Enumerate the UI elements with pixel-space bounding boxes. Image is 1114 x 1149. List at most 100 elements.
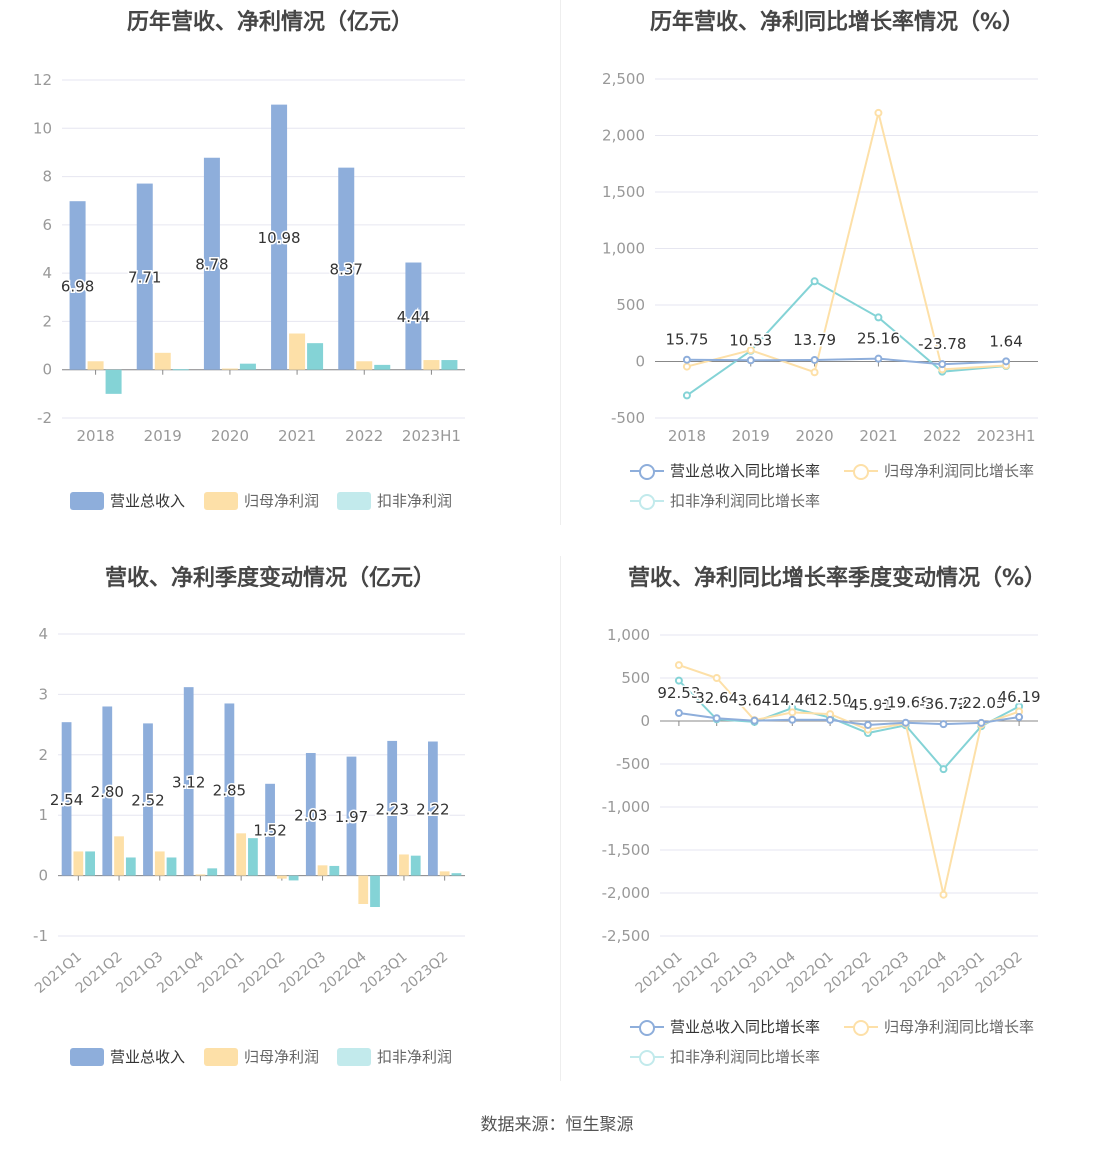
bar-revenue (102, 706, 113, 876)
legend-item-revenue-growth[interactable]: 营业总收入同比增长率 (630, 1016, 820, 1037)
y-tick-label: 0 (640, 712, 650, 730)
data-point (674, 676, 683, 685)
x-tick-label: 2021 (859, 427, 897, 445)
bar-deducted-profit (207, 868, 218, 876)
data-label: -36.72 (919, 695, 967, 713)
data-label: 92.53 (657, 684, 700, 702)
bar-net-profit (317, 865, 328, 876)
bar-revenue (203, 157, 220, 370)
bar-deducted-profit (125, 857, 136, 876)
legend-label: 营业总收入 (110, 492, 186, 510)
legend-label: 营业总收入 (110, 1048, 186, 1066)
panel-quarterly-revenue-profit: 营收、净利季度变动情况（亿元） -1 0 1 2 3 4 2021Q1 2021Q2 2021Q… (0, 556, 540, 1086)
legend-item-deducted-profit-growth[interactable]: 扣非净利润同比增长率 (630, 1046, 820, 1067)
bar-net-profit (423, 360, 440, 370)
x-tick-label: 2021 (278, 427, 316, 445)
y-tick-label: 3 (38, 685, 48, 703)
y-tick-label: 2 (42, 312, 52, 330)
y-tick-label: 1,500 (602, 183, 645, 201)
y-tick-label: 4 (38, 625, 48, 643)
panel-annual-revenue-profit: 历年营收、净利情况（亿元） -2 0 2 4 6 8 10 12 2018 2019 2020 202… (0, 0, 540, 530)
bar-deducted-profit (288, 875, 299, 881)
data-label: 1.52 (253, 822, 286, 840)
y-tick-label: -2 (37, 409, 52, 427)
legend-item-net-profit-growth[interactable]: 归母净利润同比增长率 (844, 1016, 1034, 1037)
y-tick-label: 4 (42, 264, 52, 282)
data-point (810, 355, 819, 364)
legend-swatch (844, 1018, 878, 1036)
divider (560, 0, 561, 525)
y-tick-label: 2,500 (602, 70, 645, 88)
data-label: 2.23 (375, 800, 408, 818)
legend-label: 归母净利润 (244, 1048, 320, 1066)
data-label: 10.53 (729, 331, 772, 349)
data-point (939, 765, 948, 774)
bar-revenue (346, 756, 357, 876)
bar-net-profit (154, 851, 165, 876)
bar-deducted-profit (410, 855, 421, 876)
data-point (826, 715, 835, 724)
data-point (874, 313, 883, 322)
bar-revenue (61, 722, 72, 876)
y-tick-label: -500 (616, 755, 650, 773)
legend-item-deducted-profit[interactable]: 扣非净利润 (337, 1046, 452, 1067)
chart-annual-growth-rate: -500 0 500 1,000 1,500 2,000 2,500 2018 2019 2020… (602, 70, 1038, 445)
data-label: 6.98 (61, 277, 94, 295)
bar-net-profit (87, 361, 104, 370)
legend-item-deducted-profit[interactable]: 扣非净利润 (337, 490, 452, 511)
chart-annual-revenue-profit: -2 0 2 4 6 8 10 12 2018 2019 2020 2021 2022 2023H1 6.9… (33, 71, 465, 445)
legend-item-revenue[interactable]: 营业总收入 (70, 1046, 185, 1067)
data-point (746, 346, 755, 355)
legend: 营业总收入 归母净利润 扣非净利润 (0, 1046, 540, 1070)
data-label: 3.64 (738, 692, 771, 710)
chart-title: 营收、净利同比增长率季度变动情况（%） (627, 566, 1047, 591)
data-point (746, 356, 755, 365)
y-tick-label: -2,000 (602, 884, 650, 902)
data-point (712, 674, 721, 682)
bar-net-profit (399, 854, 409, 876)
legend-item-revenue-growth[interactable]: 营业总收入同比增长率 (630, 460, 820, 481)
y-tick-label: 1,000 (602, 240, 645, 258)
legend-item-net-profit[interactable]: 归母净利润 (204, 1046, 319, 1067)
bar-revenue (224, 703, 235, 876)
data-label: 13.79 (793, 331, 836, 349)
bar-net-profit (358, 875, 369, 904)
legend-item-deducted-profit-growth[interactable]: 扣非净利润同比增长率 (630, 490, 820, 511)
legend-swatch (204, 1047, 238, 1066)
data-point (874, 354, 883, 363)
data-point (682, 355, 691, 364)
y-tick-label: 12 (33, 71, 52, 89)
bar-net-profit (114, 836, 124, 876)
bar-net-profit (276, 875, 287, 879)
legend-item-net-profit-growth[interactable]: 归母净利润同比增长率 (844, 460, 1034, 481)
legend-item-revenue[interactable]: 营业总收入 (70, 490, 185, 511)
chart-title: 历年营收、净利同比增长率情况（%） (649, 10, 1025, 35)
legend-label: 营业总收入同比增长率 (670, 462, 821, 480)
legend: 营业总收入同比增长率 归母净利润同比增长率 扣非净利润同比增长率 (560, 1016, 1114, 1076)
data-point (810, 277, 819, 286)
x-tick-label: 2023Q2 (398, 949, 451, 997)
bar-revenue (405, 262, 422, 370)
data-label: 46.19 (998, 688, 1041, 706)
panel-quarterly-growth-rate: 营收、净利同比增长率季度变动情况（%） -2,500 -2,000 -1,500 -1… (560, 556, 1114, 1086)
chart-title: 营收、净利季度变动情况（亿元） (104, 566, 435, 591)
y-tick-label: 0 (42, 361, 52, 379)
legend-swatch (630, 492, 664, 510)
x-tick-label: 2023H1 (402, 427, 461, 445)
y-tick-label: 500 (621, 669, 650, 687)
data-label: 4.44 (397, 308, 430, 326)
data-label: 32.64 (695, 689, 738, 707)
legend-swatch (337, 1047, 371, 1066)
y-tick-label: 2 (38, 746, 48, 764)
data-point (682, 391, 691, 400)
bar-net-profit (73, 851, 84, 876)
legend-item-net-profit[interactable]: 归母净利润 (204, 490, 319, 511)
series-line-deducted-profit (678, 679, 1020, 771)
data-point (750, 716, 759, 725)
legend-label: 归母净利润同比增长率 (884, 462, 1035, 480)
bar-revenue (305, 752, 316, 876)
bar-revenue (143, 723, 153, 876)
bar-deducted-profit (329, 865, 340, 876)
data-label: 12.50 (809, 691, 852, 709)
legend-label: 营业总收入同比增长率 (670, 1018, 821, 1036)
